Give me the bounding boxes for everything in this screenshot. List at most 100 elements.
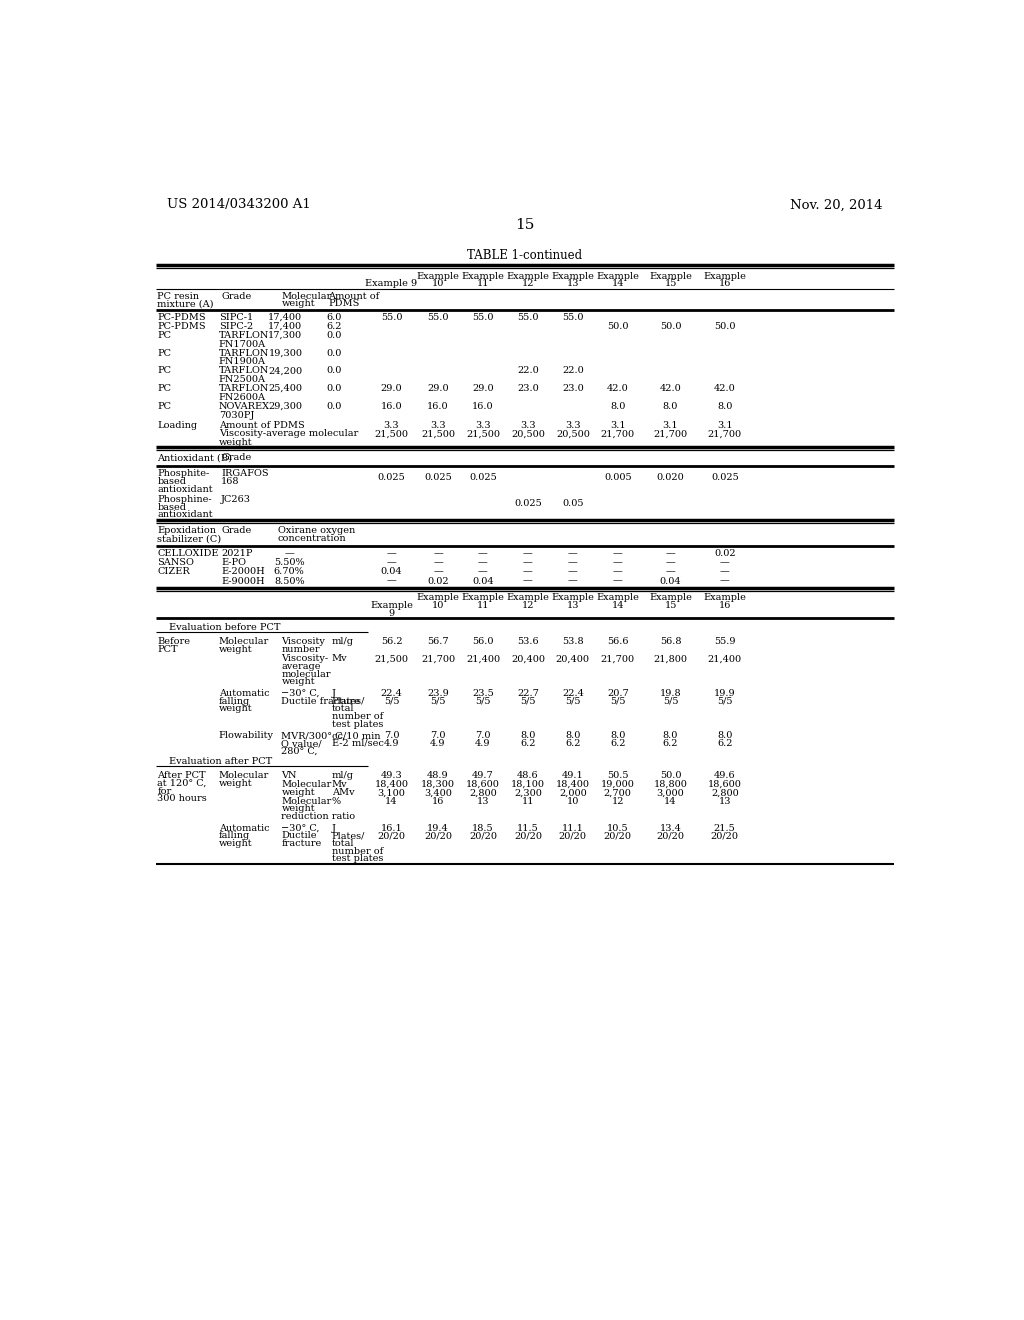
Text: 6.2: 6.2 xyxy=(327,322,342,331)
Text: 15: 15 xyxy=(515,218,535,232)
Text: Example: Example xyxy=(551,272,594,281)
Text: at 120° C,: at 120° C, xyxy=(158,779,207,788)
Text: Antioxidant (B): Antioxidant (B) xyxy=(158,453,232,462)
Text: 8.0: 8.0 xyxy=(663,731,678,741)
Text: 20/20: 20/20 xyxy=(604,832,632,841)
Text: 0.025: 0.025 xyxy=(514,499,542,508)
Text: 3.3: 3.3 xyxy=(430,421,445,430)
Text: 11: 11 xyxy=(477,280,489,288)
Text: 0.04: 0.04 xyxy=(381,568,402,577)
Text: 21,500: 21,500 xyxy=(421,429,455,438)
Text: 19.9: 19.9 xyxy=(714,689,735,698)
Text: FN2500A: FN2500A xyxy=(219,375,265,384)
Text: PDMS: PDMS xyxy=(328,300,359,309)
Text: 22.0: 22.0 xyxy=(517,367,539,375)
Text: 50.5: 50.5 xyxy=(607,771,629,780)
Text: 16: 16 xyxy=(432,797,444,805)
Text: 56.8: 56.8 xyxy=(659,638,681,647)
Text: 11: 11 xyxy=(521,797,535,805)
Text: cc/10 min: cc/10 min xyxy=(332,731,380,741)
Text: 23.5: 23.5 xyxy=(472,689,494,698)
Text: 14: 14 xyxy=(665,797,677,805)
Text: Example: Example xyxy=(370,601,413,610)
Text: 10: 10 xyxy=(566,797,579,805)
Text: Amount of PDMS: Amount of PDMS xyxy=(219,421,304,430)
Text: Molecular: Molecular xyxy=(282,797,332,805)
Text: Example: Example xyxy=(596,594,639,602)
Text: weight: weight xyxy=(219,645,252,653)
Text: 8.0: 8.0 xyxy=(610,731,626,741)
Text: Molecular: Molecular xyxy=(282,780,332,789)
Text: antioxidant: antioxidant xyxy=(158,484,213,494)
Text: 18,400: 18,400 xyxy=(556,780,590,789)
Text: —: — xyxy=(523,577,532,586)
Text: 13: 13 xyxy=(566,280,580,288)
Text: 5/5: 5/5 xyxy=(384,697,399,706)
Text: Amount of: Amount of xyxy=(328,292,379,301)
Text: —: — xyxy=(387,549,396,558)
Text: Epoxidation: Epoxidation xyxy=(158,527,216,536)
Text: 6.2: 6.2 xyxy=(610,739,626,748)
Text: 3,000: 3,000 xyxy=(656,788,684,797)
Text: Example: Example xyxy=(649,272,692,281)
Text: —: — xyxy=(285,549,294,558)
Text: 56.0: 56.0 xyxy=(472,638,494,647)
Text: Molecular: Molecular xyxy=(282,292,332,301)
Text: 0.025: 0.025 xyxy=(469,474,497,482)
Text: 42.0: 42.0 xyxy=(659,384,681,393)
Text: 23.0: 23.0 xyxy=(517,384,539,393)
Text: Example: Example xyxy=(507,594,549,602)
Text: 14: 14 xyxy=(611,601,624,610)
Text: number: number xyxy=(282,645,321,653)
Text: Example: Example xyxy=(596,272,639,281)
Text: Automatic: Automatic xyxy=(219,689,269,698)
Text: 4.9: 4.9 xyxy=(475,739,490,748)
Text: 5.50%: 5.50% xyxy=(273,558,304,568)
Text: total: total xyxy=(332,840,354,847)
Text: ml/g: ml/g xyxy=(332,771,354,780)
Text: 20/20: 20/20 xyxy=(656,832,684,841)
Text: 8.0: 8.0 xyxy=(663,401,678,411)
Text: 21,500: 21,500 xyxy=(375,655,409,663)
Text: 10: 10 xyxy=(432,280,444,288)
Text: —: — xyxy=(613,568,623,577)
Text: —: — xyxy=(523,558,532,568)
Text: 14: 14 xyxy=(611,280,624,288)
Text: 17,300: 17,300 xyxy=(268,331,302,339)
Text: 19,300: 19,300 xyxy=(268,348,302,358)
Text: CIZER: CIZER xyxy=(158,568,190,577)
Text: E-PO: E-PO xyxy=(221,558,246,568)
Text: —: — xyxy=(523,568,532,577)
Text: 49.1: 49.1 xyxy=(562,771,584,780)
Text: Molecular: Molecular xyxy=(219,771,269,780)
Text: 21,500: 21,500 xyxy=(375,429,409,438)
Text: 18,300: 18,300 xyxy=(421,780,455,789)
Text: —: — xyxy=(387,577,396,586)
Text: 50.0: 50.0 xyxy=(714,322,735,331)
Text: Evaluation before PCT: Evaluation before PCT xyxy=(169,623,281,632)
Text: 24,200: 24,200 xyxy=(268,367,302,375)
Text: 6.2: 6.2 xyxy=(520,739,536,748)
Text: 0.0: 0.0 xyxy=(327,367,342,375)
Text: Example: Example xyxy=(649,594,692,602)
Text: PC: PC xyxy=(158,331,171,339)
Text: IRGAFOS: IRGAFOS xyxy=(221,470,268,478)
Text: 55.0: 55.0 xyxy=(472,313,494,322)
Text: 16.0: 16.0 xyxy=(427,401,449,411)
Text: 19.8: 19.8 xyxy=(659,689,681,698)
Text: 21.5: 21.5 xyxy=(714,824,735,833)
Text: 56.6: 56.6 xyxy=(607,638,629,647)
Text: 15: 15 xyxy=(665,280,677,288)
Text: —: — xyxy=(568,577,578,586)
Text: molecular: molecular xyxy=(282,669,331,678)
Text: 11.5: 11.5 xyxy=(517,824,539,833)
Text: falling: falling xyxy=(219,697,250,706)
Text: 16.0: 16.0 xyxy=(472,401,494,411)
Text: 2,800: 2,800 xyxy=(469,788,497,797)
Text: 56.2: 56.2 xyxy=(381,638,402,647)
Text: SANSO: SANSO xyxy=(158,558,195,568)
Text: Example: Example xyxy=(417,594,460,602)
Text: 8.0: 8.0 xyxy=(717,401,732,411)
Text: 10: 10 xyxy=(432,601,444,610)
Text: Automatic: Automatic xyxy=(219,824,269,833)
